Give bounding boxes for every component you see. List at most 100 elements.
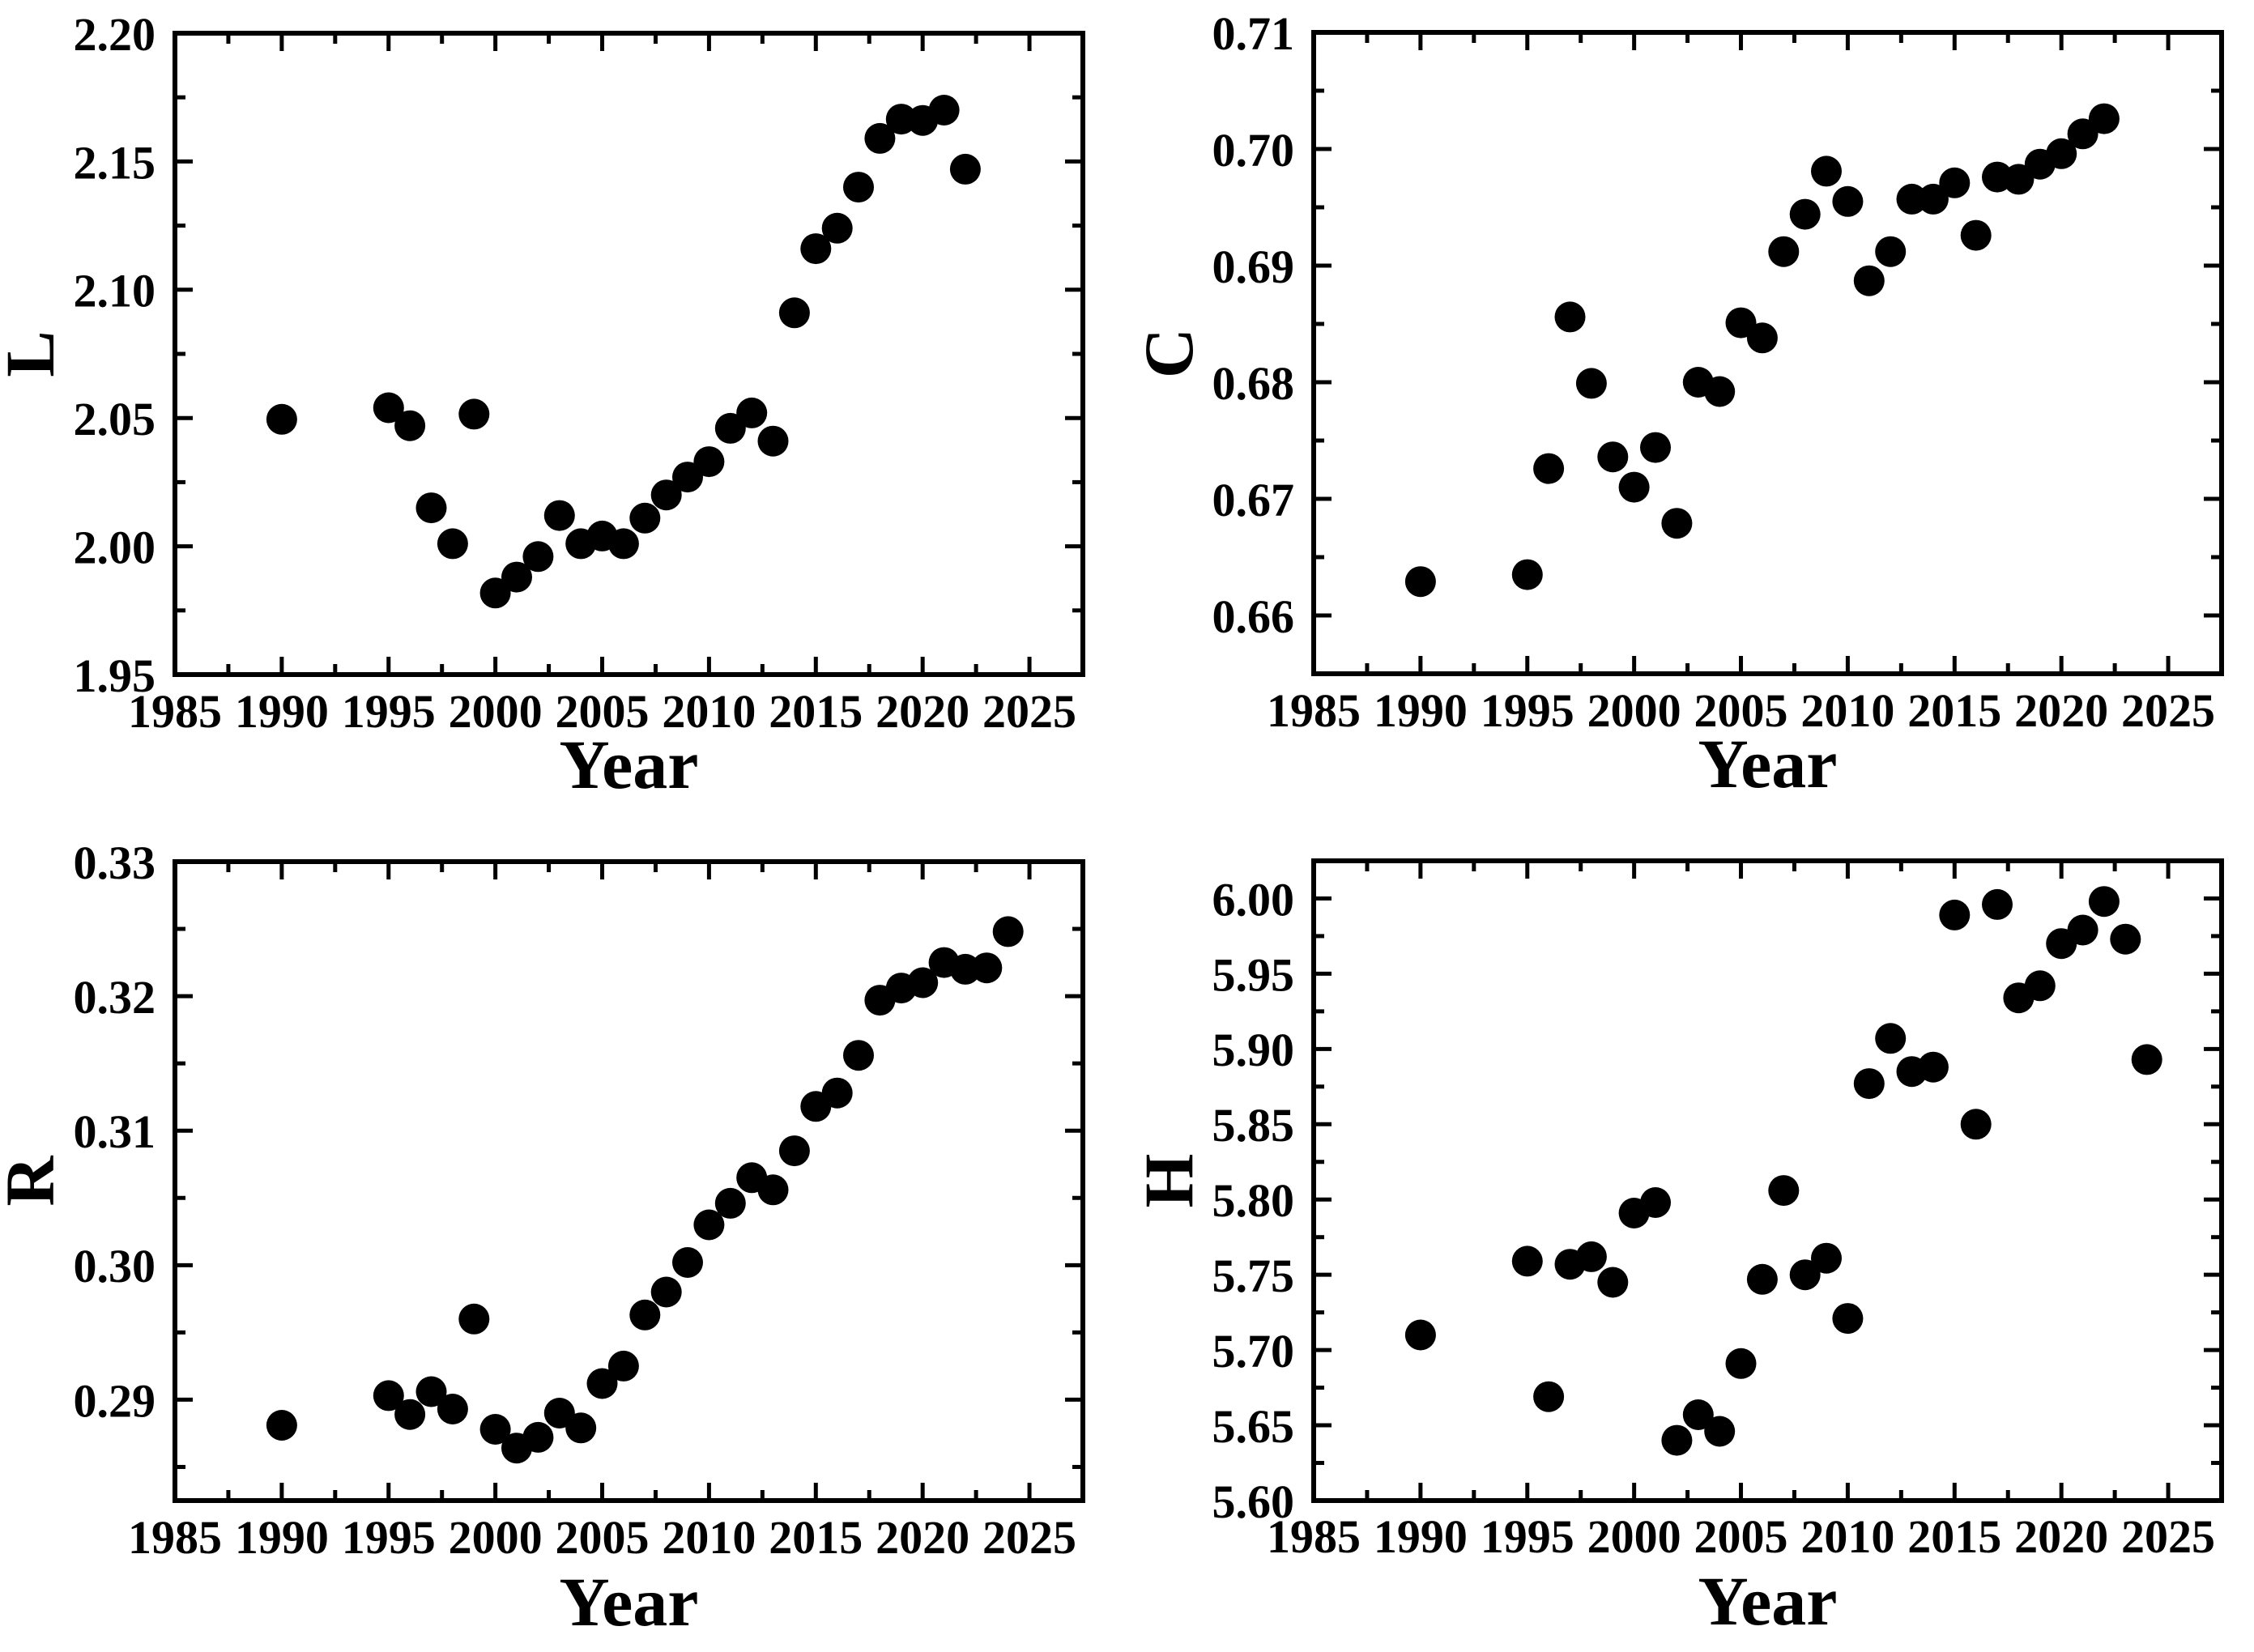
x-tick-label: 2000 [449,1511,543,1564]
x-tick-label: 2020 [876,685,969,738]
data-point [693,446,725,478]
data-point [757,425,789,457]
data-point [1982,888,2013,920]
data-point [1725,307,1757,338]
data-point [1917,183,1949,215]
data-point [650,479,682,511]
data-point [1511,1245,1543,1277]
x-tick-label: 2005 [1694,1510,1788,1563]
data-point [1939,899,1971,930]
data-point [1789,1259,1821,1291]
data-point [1533,453,1565,484]
data-point [1853,1068,1885,1100]
y-tick-label: 0.30 [74,1240,156,1292]
x-axis-title: Year [560,726,699,803]
data-point [437,528,468,560]
x-axis-title: Year [1698,1562,1838,1640]
data-point [1746,322,1778,354]
data-point [949,153,981,185]
x-tick-label: 2000 [449,685,543,738]
data-point [2131,1044,2162,1075]
x-tick-label: 2020 [876,1511,969,1564]
data-point [1960,1109,1992,1140]
data-point [1853,265,1885,296]
y-tick-label: 5.90 [1212,1024,1295,1076]
x-tick-label: 2015 [769,1511,863,1564]
data-point [1875,236,1907,267]
data-point [543,1398,575,1428]
x-tick-label: 2010 [662,685,756,738]
data-point [266,1410,297,1441]
data-point [693,1209,725,1241]
data-point [415,492,447,524]
y-tick-label: 5.65 [1212,1400,1295,1453]
x-tick-label: 2025 [982,1511,1076,1564]
data-point [1640,432,1671,463]
x-tick-label: 2025 [2121,684,2215,737]
y-tick-label: 0.31 [74,1105,156,1158]
x-tick-label: 2020 [2014,1510,2108,1563]
x-tick-label: 2005 [1694,684,1788,737]
data-point [2046,138,2077,169]
data-point [1725,1348,1757,1379]
data-point [1789,198,1821,230]
data-point [778,297,810,329]
data-point [2088,886,2120,918]
y-axis-title: H [1130,1154,1208,1208]
data-point [1832,1303,1864,1335]
data-point [1554,301,1586,333]
data-point [522,541,554,573]
x-tick-label: 2000 [1587,1510,1681,1563]
data-point [1960,219,1992,251]
data-point [437,1394,468,1424]
x-tick-label: 2025 [2121,1510,2215,1563]
y-tick-label: 0.68 [1212,357,1295,410]
y-tick-label: 0.67 [1212,474,1295,526]
y-tick-label: 2.00 [74,521,156,573]
x-tick-label: 1995 [342,685,436,738]
x-tick-label: 2015 [769,685,863,738]
x-tick-label: 1995 [1481,684,1574,737]
y-tick-label: 5.85 [1212,1099,1295,1152]
data-point [458,398,490,430]
data-point [479,577,511,609]
y-tick-label: 1.95 [74,649,156,702]
data-point [607,528,639,560]
data-point [1939,167,1971,198]
data-point [821,212,853,244]
data-point [2067,118,2098,150]
data-point [607,1350,639,1382]
y-tick-label: 5.60 [1212,1475,1295,1528]
x-tick-label: 1985 [1267,1510,1361,1563]
y-tick-label: 2.15 [74,136,156,189]
data-point [1896,183,1928,215]
data-point [1704,1416,1736,1447]
data-point [501,561,532,593]
y-tick-label: 0.33 [74,837,156,889]
x-tick-label: 1985 [128,1511,222,1564]
y-tick-label: 5.95 [1212,948,1295,1001]
data-point [2003,164,2035,195]
data-point [266,403,297,435]
x-tick-label: 2020 [2014,684,2108,737]
y-tick-label: 5.70 [1212,1325,1295,1377]
y-tick-label: 2.20 [74,8,156,61]
data-point [2088,103,2120,134]
x-tick-label: 2010 [1800,1510,1894,1563]
x-tick-label: 2000 [1587,684,1681,737]
plot-frame [1311,858,2224,1503]
data-point [1768,1175,1800,1207]
x-tick-label: 2015 [1907,684,2001,737]
data-point [800,233,832,265]
x-tick-label: 1985 [1267,684,1361,737]
data-point [971,952,1003,984]
data-point [1575,368,1607,399]
data-point [1597,441,1629,473]
data-point [543,500,575,531]
data-point [1875,1023,1907,1054]
x-tick-label: 2005 [556,685,650,738]
data-point [1917,1051,1949,1083]
subplot-C: 1985 1990 1995 2000 2005 2010 2015 2020 2025 0.66… [1130,7,2224,803]
